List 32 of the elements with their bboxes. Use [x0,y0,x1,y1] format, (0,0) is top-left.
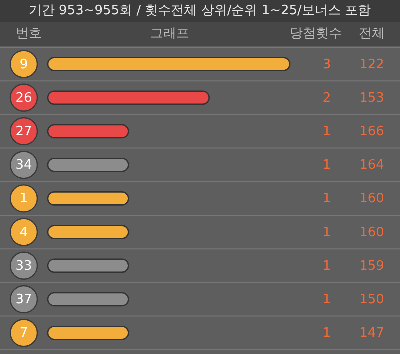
data-label: 1 [322,158,332,174]
data-label: 3 [322,57,332,72]
annotation: 159 [360,258,384,274]
header: 당첨횟수 [290,26,342,42]
annotation: 160 [360,192,384,207]
data-label: 1 [322,225,332,240]
category-label: 34 [16,158,32,174]
data-label: 2 [322,90,332,106]
header: 전체 [359,26,385,42]
title: 기간 953~955회 / 횟수전체 상위/순위 1~25/보너스 포함 [28,4,372,18]
annotation: 166 [360,124,384,140]
annotation: 150 [360,292,384,308]
header: 번호 [16,26,42,42]
annotation: 164 [360,158,384,174]
annotation: 147 [360,326,384,342]
annotation: 122 [360,57,384,72]
data-label: 1 [322,258,332,274]
category-label: 4 [20,225,28,240]
category-label: 9 [20,57,28,72]
data-label: 1 [322,192,332,207]
annotation: 153 [360,90,384,106]
data-label: 1 [322,292,332,308]
category-label: 37 [16,292,32,308]
category-label: 27 [16,124,32,140]
data-label: 1 [322,326,332,342]
data-label: 1 [322,124,332,140]
category-label: 7 [20,326,28,342]
header: 그래프 [150,26,190,42]
category-label: 26 [16,90,32,106]
category-label: 33 [16,258,32,274]
annotation: 160 [360,225,384,240]
category-label: 1 [20,192,28,207]
